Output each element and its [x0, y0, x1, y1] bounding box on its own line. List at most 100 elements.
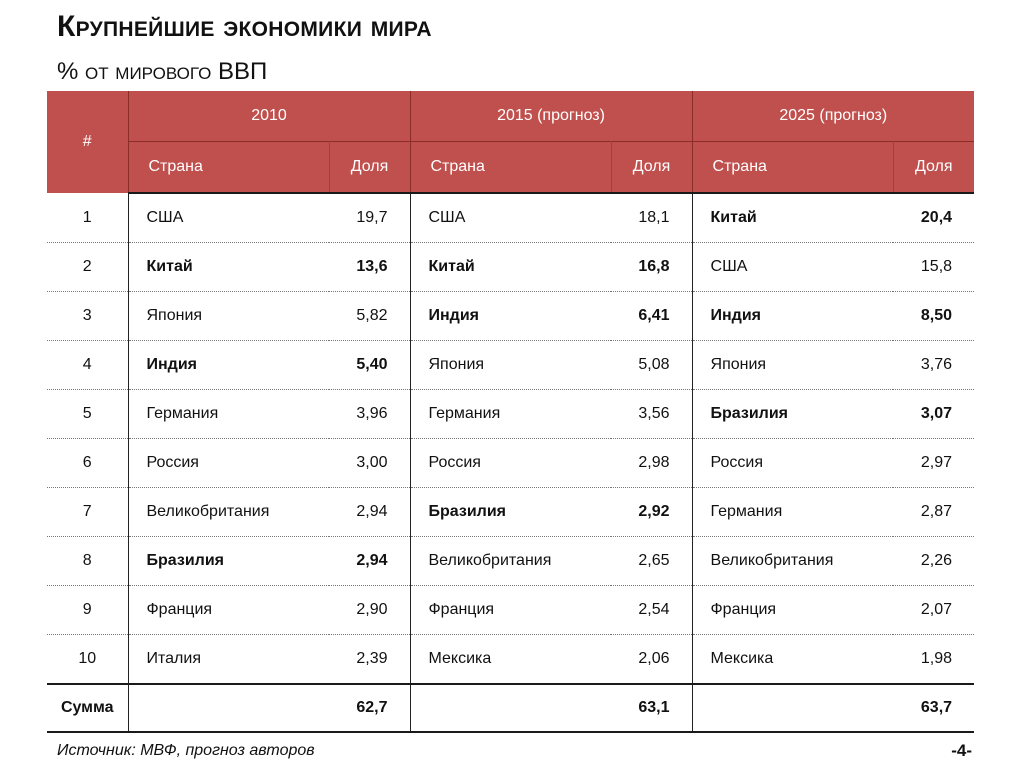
sum-spacer-cell — [128, 684, 329, 733]
header-year-2010: 2010 — [128, 91, 411, 142]
share-cell: 19,7 — [329, 193, 411, 243]
share-cell: 13,6 — [329, 242, 411, 292]
table-row: 6 Россия 3,00 Россия 2,98 Россия 2,97 — [47, 438, 975, 488]
rank-cell: 5 — [47, 389, 129, 439]
country-cell: Великобритания — [128, 487, 329, 537]
table-row: 8 Бразилия 2,94 Великобритания 2,65 Великобри… — [47, 536, 975, 586]
sum-value-cell: 63,1 — [611, 684, 693, 733]
country-cell: Россия — [128, 438, 329, 488]
header-country: Страна — [410, 141, 612, 194]
country-cell: Франция — [410, 585, 611, 635]
share-cell: 5,40 — [329, 340, 411, 390]
table-row: 5 Германия 3,96 Германия 3,56 Бразилия 3,07 — [47, 389, 975, 439]
sum-value-cell: 63,7 — [893, 684, 975, 733]
country-cell: США — [692, 242, 894, 292]
share-cell: 5,82 — [329, 291, 411, 341]
country-cell: Италия — [128, 634, 329, 685]
share-cell: 2,07 — [893, 585, 975, 635]
table-row: 3 Япония 5,82 Индия 6,41 Индия 8,50 — [47, 291, 975, 341]
share-cell: 2,26 — [893, 536, 975, 586]
share-cell: 2,54 — [611, 585, 693, 635]
table-row: 2 Китай 13,6 Китай 16,8 США 15,8 — [47, 242, 975, 292]
header-row-years: # 2010 2015 (прогноз) 2025 (прогноз) — [47, 91, 975, 193]
share-cell: 8,50 — [893, 291, 975, 341]
share-cell: 16,8 — [611, 242, 693, 292]
country-cell: Бразилия — [410, 487, 611, 537]
rank-cell: 6 — [47, 438, 129, 488]
sum-row: Сумма 62,7 63,1 63,7 — [47, 684, 975, 733]
table-row: 4 Индия 5,40 Япония 5,08 Япония 3,76 — [47, 340, 975, 390]
share-cell: 3,00 — [329, 438, 411, 488]
rank-cell: 1 — [47, 193, 129, 243]
share-cell: 2,97 — [893, 438, 975, 488]
country-cell: США — [410, 193, 611, 243]
share-cell: 2,87 — [893, 487, 975, 537]
rank-cell: 3 — [47, 291, 129, 341]
share-cell: 20,4 — [893, 193, 975, 243]
header-share: Доля — [893, 141, 975, 194]
table-row: 7 Великобритания 2,94 Бразилия 2,92 Германия 2… — [47, 487, 975, 537]
rank-cell: 4 — [47, 340, 129, 390]
share-cell: 15,8 — [893, 242, 975, 292]
share-cell: 6,41 — [611, 291, 693, 341]
economies-table: # 2010 2015 (прогноз) 2025 (прогноз) Стр… — [47, 91, 975, 733]
share-cell: 2,65 — [611, 536, 693, 586]
country-cell: Мексика — [692, 634, 894, 685]
country-cell: Бразилия — [692, 389, 894, 439]
table-row: 9 Франция 2,90 Франция 2,54 Франция 2,07 — [47, 585, 975, 635]
country-cell: Китай — [692, 193, 894, 243]
country-cell: США — [128, 193, 329, 243]
share-cell: 2,94 — [329, 536, 411, 586]
header-country: Страна — [692, 141, 894, 194]
header-rank: # — [47, 91, 129, 193]
slide-title: Крупнейшие экономики мира — [57, 10, 432, 43]
share-cell: 3,07 — [893, 389, 975, 439]
share-cell: 2,06 — [611, 634, 693, 685]
share-cell: 1,98 — [893, 634, 975, 685]
country-cell: Китай — [128, 242, 329, 292]
header-share: Доля — [329, 141, 411, 194]
country-cell: Япония — [128, 291, 329, 341]
country-cell: Мексика — [410, 634, 611, 685]
sum-label: Сумма — [47, 684, 129, 733]
country-cell: Япония — [410, 340, 611, 390]
page-number: -4- — [951, 741, 972, 760]
country-cell: Франция — [128, 585, 329, 635]
header-year-2025: 2025 (прогноз) — [692, 91, 975, 142]
share-cell: 5,08 — [611, 340, 693, 390]
share-cell: 2,92 — [611, 487, 693, 537]
country-cell: Китай — [410, 242, 611, 292]
country-cell: Бразилия — [128, 536, 329, 586]
country-cell: Индия — [128, 340, 329, 390]
economies-table-container: # 2010 2015 (прогноз) 2025 (прогноз) Стр… — [47, 91, 975, 733]
country-cell: Индия — [410, 291, 611, 341]
sum-spacer-cell — [410, 684, 611, 733]
rank-cell: 9 — [47, 585, 129, 635]
header-year-2015: 2015 (прогноз) — [410, 91, 693, 142]
share-cell: 18,1 — [611, 193, 693, 243]
header-share: Доля — [611, 141, 693, 194]
rank-cell: 7 — [47, 487, 129, 537]
country-cell: Германия — [692, 487, 894, 537]
country-cell: Великобритания — [410, 536, 611, 586]
slide-subtitle: % от мирового ВВП — [57, 58, 268, 85]
share-cell: 3,96 — [329, 389, 411, 439]
country-cell: Германия — [410, 389, 611, 439]
share-cell: 2,98 — [611, 438, 693, 488]
country-cell: Россия — [692, 438, 894, 488]
rank-cell: 2 — [47, 242, 129, 292]
country-cell: Индия — [692, 291, 894, 341]
rank-cell: 8 — [47, 536, 129, 586]
rank-cell: 10 — [47, 634, 129, 685]
sum-value-cell: 62,7 — [329, 684, 411, 733]
share-cell: 2,94 — [329, 487, 411, 537]
source-note: Источник: МВФ, прогноз авторов — [57, 742, 315, 759]
country-cell: Германия — [128, 389, 329, 439]
header-row-columns: Страна Доля Страна Доля Страна Доля — [47, 141, 975, 194]
country-cell: Япония — [692, 340, 894, 390]
country-cell: Россия — [410, 438, 611, 488]
share-cell: 2,90 — [329, 585, 411, 635]
share-cell: 3,56 — [611, 389, 693, 439]
table-row: 1 США 19,7 США 18,1 Китай 20,4 — [47, 193, 975, 243]
share-cell: 2,39 — [329, 634, 411, 685]
